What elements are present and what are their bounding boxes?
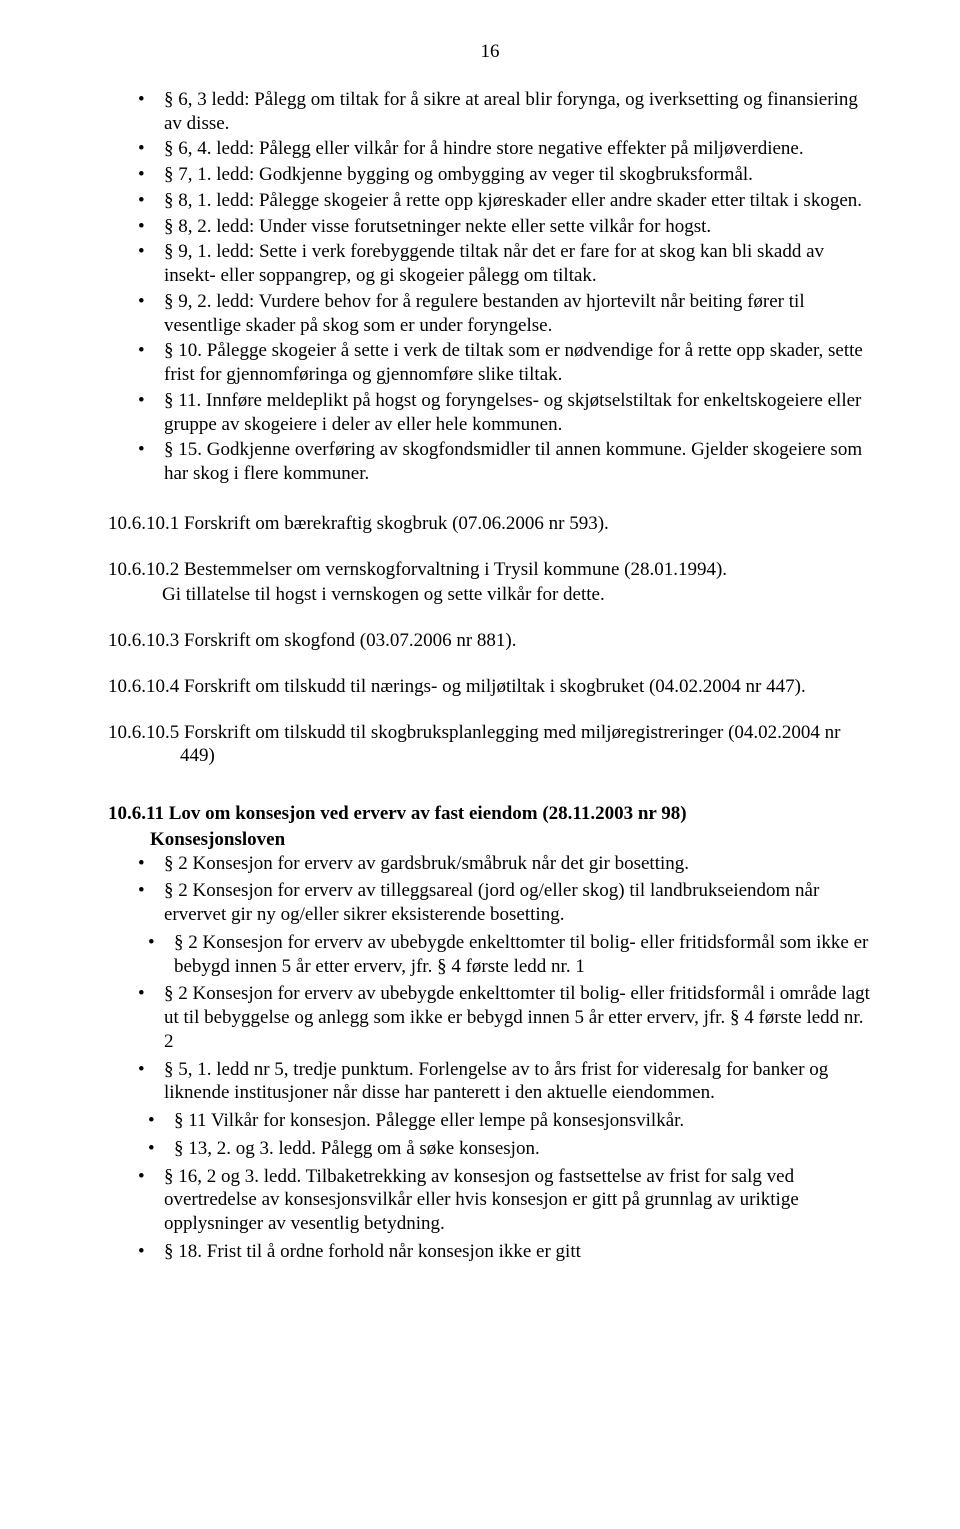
section-heading: 10.6.11 Lov om konsesjon ved erverv av f… <box>108 802 872 826</box>
list-item: § 2 Konsesjon for erverv av ubebygde enk… <box>108 931 872 979</box>
list-item: § 15. Godkjenne overføring av skogfondsm… <box>108 438 872 486</box>
list-item: § 2 Konsesjon for erverv av ubebygde enk… <box>108 982 872 1053</box>
paragraph-main: 10.6.10.1 Forskrift om bærekraftig skogb… <box>108 512 872 536</box>
list-item: § 7, 1. ledd: Godkjenne bygging og ombyg… <box>108 163 872 187</box>
section-bullet-list: § 2 Konsesjon for erverv av gardsbruk/sm… <box>108 852 872 1264</box>
paragraph-group: 10.6.10.5 Forskrift om tilskudd til skog… <box>108 721 872 769</box>
section-subheading: Konsesjonsloven <box>108 828 872 852</box>
middle-paragraphs: 10.6.10.1 Forskrift om bærekraftig skogb… <box>108 512 872 768</box>
list-item: § 2 Konsesjon for erverv av gardsbruk/sm… <box>108 852 872 876</box>
list-item: § 11. Innføre meldeplikt på hogst og for… <box>108 389 872 437</box>
list-item: § 16, 2 og 3. ledd. Tilbaketrekking av k… <box>108 1165 872 1236</box>
top-bullet-list: § 6, 3 ledd: Pålegg om tiltak for å sikr… <box>108 88 872 486</box>
list-item: § 11 Vilkår for konsesjon. Pålegge eller… <box>108 1109 872 1133</box>
document-page: 16 § 6, 3 ledd: Pålegg om tiltak for å s… <box>0 0 960 1529</box>
page-number: 16 <box>108 40 872 64</box>
paragraph-main: 10.6.10.3 Forskrift om skogfond (03.07.2… <box>108 629 872 653</box>
paragraph-group: 10.6.10.4 Forskrift om tilskudd til næri… <box>108 675 872 699</box>
list-item: § 8, 1. ledd: Pålegge skogeier å rette o… <box>108 189 872 213</box>
paragraph-group: 10.6.10.1 Forskrift om bærekraftig skogb… <box>108 512 872 536</box>
list-item: § 9, 1. ledd: Sette i verk forebyggende … <box>108 240 872 288</box>
list-item: § 13, 2. og 3. ledd. Pålegg om å søke ko… <box>108 1137 872 1161</box>
list-item: § 8, 2. ledd: Under visse forutsetninger… <box>108 215 872 239</box>
list-item: § 9, 2. ledd: Vurdere behov for å regule… <box>108 290 872 338</box>
paragraph-main: 10.6.10.2 Bestemmelser om vernskogforval… <box>108 558 872 582</box>
list-item: § 5, 1. ledd nr 5, tredje punktum. Forle… <box>108 1058 872 1106</box>
list-item: § 6, 3 ledd: Pålegg om tiltak for å sikr… <box>108 88 872 136</box>
paragraph-main: 10.6.10.4 Forskrift om tilskudd til næri… <box>108 675 872 699</box>
paragraph-sub: Gi tillatelse til hogst i vernskogen og … <box>108 583 872 607</box>
list-item: § 2 Konsesjon for erverv av tilleggsarea… <box>108 879 872 927</box>
paragraph-group: 10.6.10.2 Bestemmelser om vernskogforval… <box>108 558 872 608</box>
paragraph-main: 10.6.10.5 Forskrift om tilskudd til skog… <box>108 721 872 769</box>
list-item: § 18. Frist til å ordne forhold når kons… <box>108 1240 872 1264</box>
paragraph-group: 10.6.10.3 Forskrift om skogfond (03.07.2… <box>108 629 872 653</box>
section-10-6-11: 10.6.11 Lov om konsesjon ved erverv av f… <box>108 802 872 1264</box>
list-item: § 10. Pålegge skogeier å sette i verk de… <box>108 339 872 387</box>
list-item: § 6, 4. ledd: Pålegg eller vilkår for å … <box>108 137 872 161</box>
